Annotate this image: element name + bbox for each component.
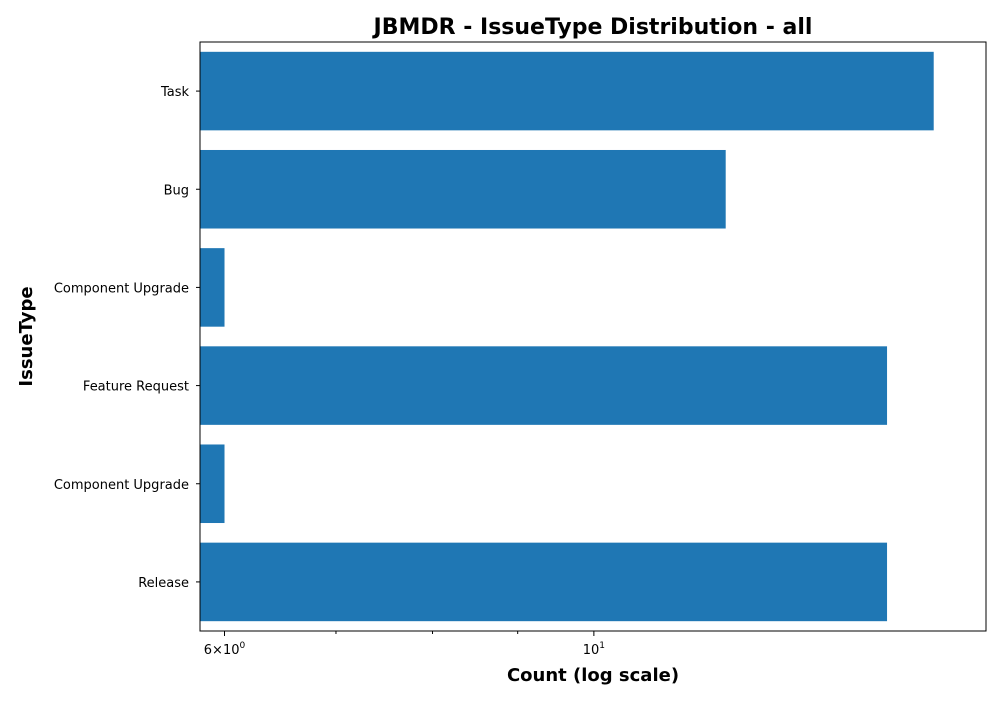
bar xyxy=(200,149,726,229)
bar xyxy=(200,51,934,131)
bar xyxy=(200,542,888,622)
y-tick-label: Feature Request xyxy=(83,380,189,395)
y-axis-ticks: Task Bug Component Upgrade Feature Request C… xyxy=(54,85,200,591)
x-axis-label: Count (log scale) xyxy=(507,665,679,686)
plot-frame xyxy=(199,41,987,632)
x-axis-ticks: 6×100 101 xyxy=(204,631,605,658)
y-tick-label: Release xyxy=(138,576,189,591)
x-tick-exponent: 0 xyxy=(240,641,246,651)
chart-title: JBMDR - IssueType Distribution - all xyxy=(372,15,813,40)
y-tick-label: Task xyxy=(160,85,190,100)
y-tick-label: Component Upgrade xyxy=(54,478,189,493)
bars-group xyxy=(200,51,934,622)
bar xyxy=(200,346,888,425)
x-tick-base: 10 xyxy=(583,643,600,658)
bar xyxy=(200,248,225,327)
x-tick-base: 6×10 xyxy=(204,643,240,658)
y-tick-label: Bug xyxy=(164,183,189,198)
x-tick-exponent: 1 xyxy=(599,641,605,651)
x-tick-label: 101 xyxy=(583,641,605,658)
bar xyxy=(200,444,225,524)
y-axis-label: IssueType xyxy=(16,286,37,386)
y-tick-label: Component Upgrade xyxy=(54,281,189,296)
x-tick-label: 6×100 xyxy=(204,641,246,658)
